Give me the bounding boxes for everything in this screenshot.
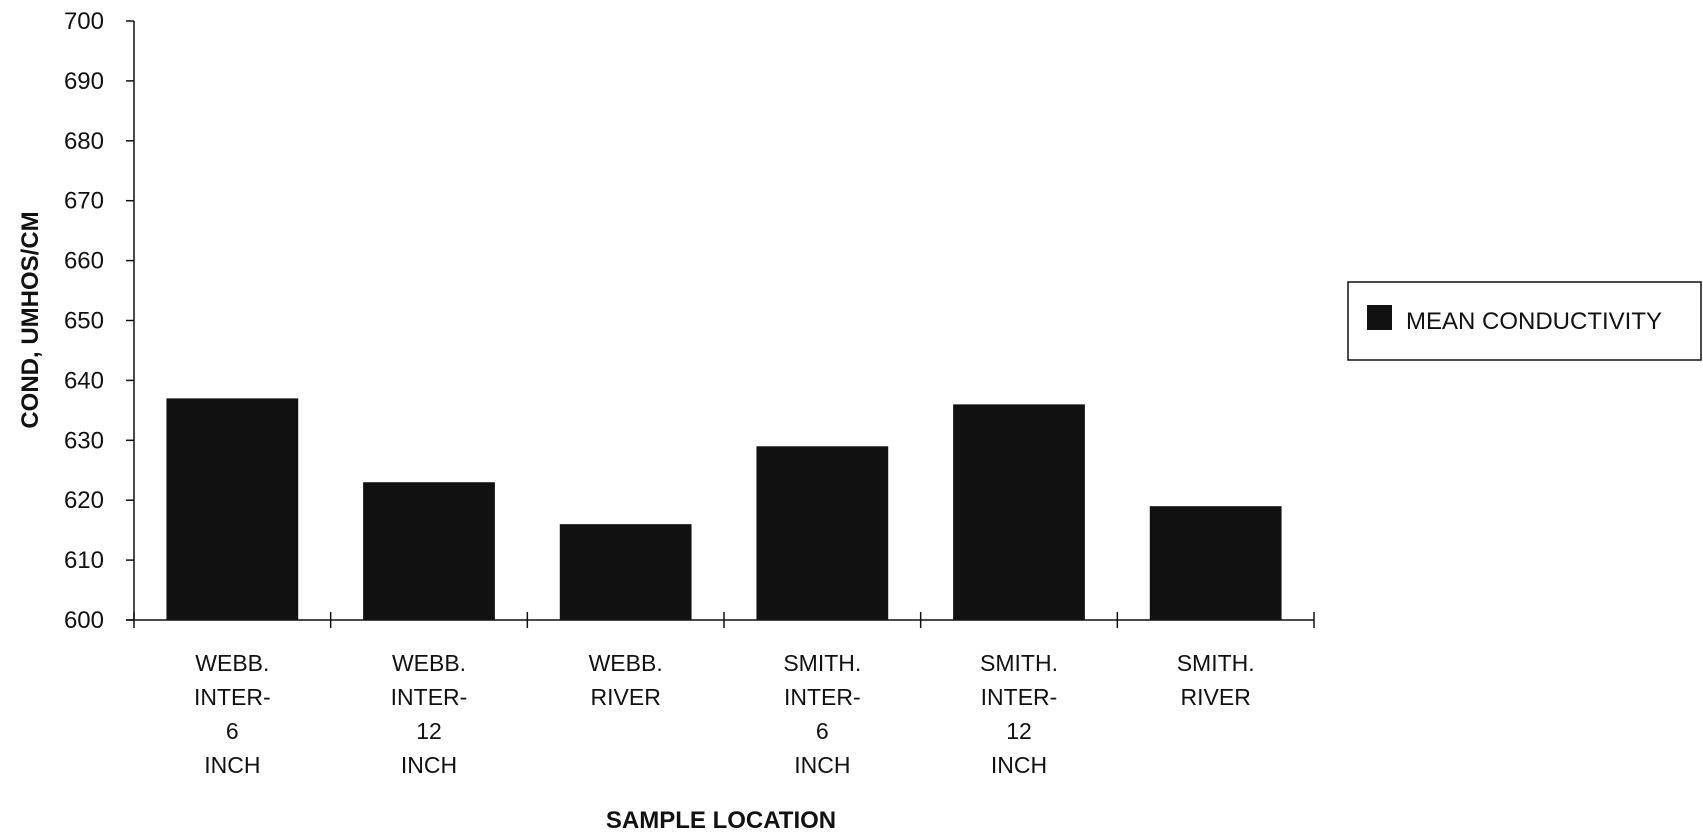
bar <box>756 446 889 620</box>
y-tick-label: 670 <box>64 188 104 215</box>
x-axis-title: SAMPLE LOCATION <box>606 807 836 834</box>
x-axis <box>126 612 1315 628</box>
bars <box>166 398 1282 620</box>
y-tick-label: 690 <box>64 68 104 95</box>
x-category-label: SMITH. INTER-12 INCH <box>980 650 1058 778</box>
bar <box>1149 506 1282 620</box>
y-tick-label: 700 <box>64 8 104 35</box>
y-axis: 600 610 620 630 640 650 660 670 680 690 700 <box>64 8 135 634</box>
legend: MEAN CONDUCTIVITY <box>1347 281 1702 361</box>
x-category-label: WEBB. INTER-6 INCH <box>194 650 271 778</box>
y-tick-label: 600 <box>64 607 104 634</box>
x-category-label: WEBB. INTER-12 INCH <box>391 650 468 778</box>
legend-swatch <box>1367 305 1392 330</box>
y-tick-label: 660 <box>64 248 104 275</box>
bar <box>166 398 299 620</box>
y-tick-label: 610 <box>64 547 104 574</box>
x-category-label: SMITH. INTER-6 INCH <box>783 650 861 778</box>
bar <box>953 404 1085 620</box>
bar <box>363 482 495 620</box>
legend-label: MEAN CONDUCTIVITY <box>1406 308 1662 335</box>
y-tick-label: 620 <box>64 487 104 514</box>
bar <box>559 524 692 620</box>
legend-box <box>1347 281 1702 361</box>
y-axis-title: COND, UMHOS/CM <box>17 211 44 428</box>
y-tick-label: 680 <box>64 128 104 155</box>
y-tick-label: 630 <box>64 427 104 454</box>
category-labels: WEBB. INTER-6 INCH WEBB. INTER-12 INCH WEBB. RI… <box>194 650 1255 778</box>
x-category-label: WEBB. RIVER <box>589 650 663 710</box>
y-tick-label: 640 <box>64 367 104 394</box>
x-category-label: SMITH. RIVER <box>1177 650 1255 710</box>
y-tick-label: 650 <box>64 308 104 335</box>
